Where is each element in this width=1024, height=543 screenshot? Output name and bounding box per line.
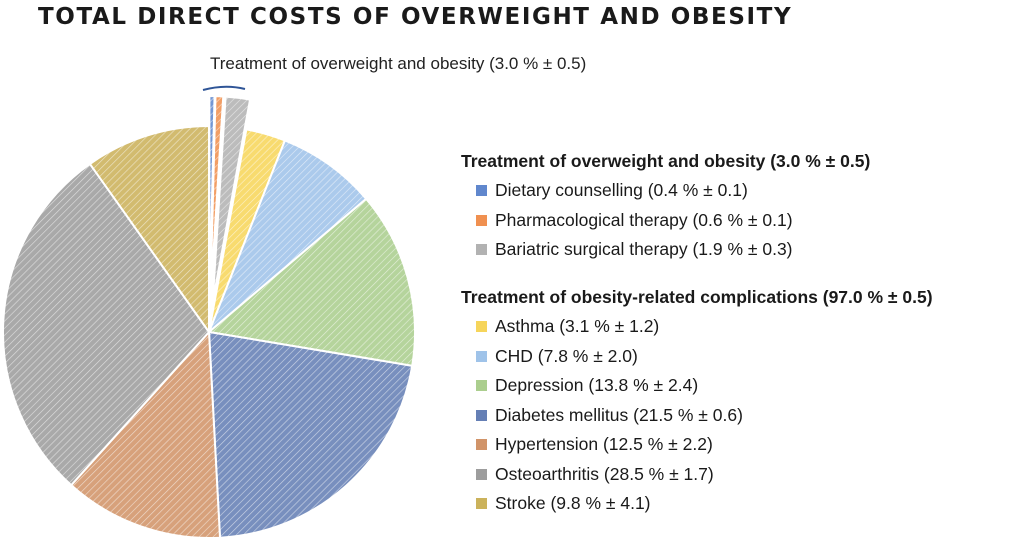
legend-label: Hypertension (12.5 % ± 2.2) xyxy=(495,434,713,454)
legend-label: Stroke (9.8 % ± 4.1) xyxy=(495,493,651,513)
legend-label: Pharmacological therapy (0.6 % ± 0.1) xyxy=(495,209,793,230)
legend-label: Asthma (3.1 % ± 1.2) xyxy=(495,316,660,336)
legend-label: Diabetes mellitus (21.5 % ± 0.6) xyxy=(495,404,743,425)
legend-label: Bariatric surgical therapy (1.9 % ± 0.3) xyxy=(495,239,793,259)
legend-group-header: Treatment of obesity-related complicatio… xyxy=(461,287,933,307)
pie-slice-bariatric-surgical-therapy xyxy=(211,95,252,303)
legend-swatch xyxy=(476,409,487,421)
pie-slice-chd xyxy=(208,139,368,333)
legend-item: Dietary counselling (0.4 % ± 0.1) xyxy=(461,176,870,206)
legend-swatch xyxy=(476,468,487,480)
legend-label: CHD (7.8 % ± 2.0) xyxy=(495,345,638,366)
chart-title: TOTAL DIRECT COSTS OF OVERWEIGHT AND OBE… xyxy=(38,4,793,30)
legend-swatch xyxy=(476,380,487,392)
legend-item: Pharmacological therapy (0.6 % ± 0.1) xyxy=(461,206,870,236)
legend-swatch xyxy=(476,498,487,510)
legend-item: Stroke (9.8 % ± 4.1) xyxy=(461,489,933,519)
legend-item: Diabetes mellitus (21.5 % ± 0.6) xyxy=(461,401,933,431)
pie-slice-stroke xyxy=(88,124,210,336)
legend-item: Osteoarthritis (28.5 % ± 1.7) xyxy=(461,460,933,490)
legend-label: Depression (13.8 % ± 2.4) xyxy=(495,375,699,395)
pie-slice-osteoarthritis xyxy=(2,162,211,487)
pie-slice-depression xyxy=(206,197,416,368)
legend-item: Bariatric surgical therapy (1.9 % ± 0.3) xyxy=(461,235,870,265)
legend-swatch xyxy=(476,214,487,226)
legend-swatch xyxy=(476,244,487,256)
legend-label: Osteoarthritis (28.5 % ± 1.7) xyxy=(495,463,714,484)
legend-label: Dietary counselling (0.4 % ± 0.1) xyxy=(495,180,748,200)
legend-swatch xyxy=(476,185,487,197)
exploded-group-annotation: Treatment of overweight and obesity (3.0… xyxy=(210,54,587,73)
legend-item: Asthma (3.1 % ± 1.2) xyxy=(461,312,933,342)
pie-slice-hypertension xyxy=(69,329,222,539)
legend-swatch xyxy=(476,350,487,362)
legend-item: CHD (7.8 % ± 2.0) xyxy=(461,342,933,372)
legend-item: Hypertension (12.5 % ± 2.2) xyxy=(461,430,933,460)
pie-slice-pharmacological-therapy xyxy=(209,95,225,303)
legend-group-2: Treatment of obesity-related complicatio… xyxy=(461,283,933,519)
legend-swatch xyxy=(476,321,487,333)
legend-item: Depression (13.8 % ± 2.4) xyxy=(461,371,933,401)
pie-slice-diabetes-mellitus xyxy=(207,330,414,539)
annotation-bracket xyxy=(202,85,246,91)
legend-group-1: Treatment of overweight and obesity (3.0… xyxy=(461,147,870,265)
legend-swatch xyxy=(476,439,487,451)
legend-group-header: Treatment of overweight and obesity (3.0… xyxy=(461,151,871,171)
